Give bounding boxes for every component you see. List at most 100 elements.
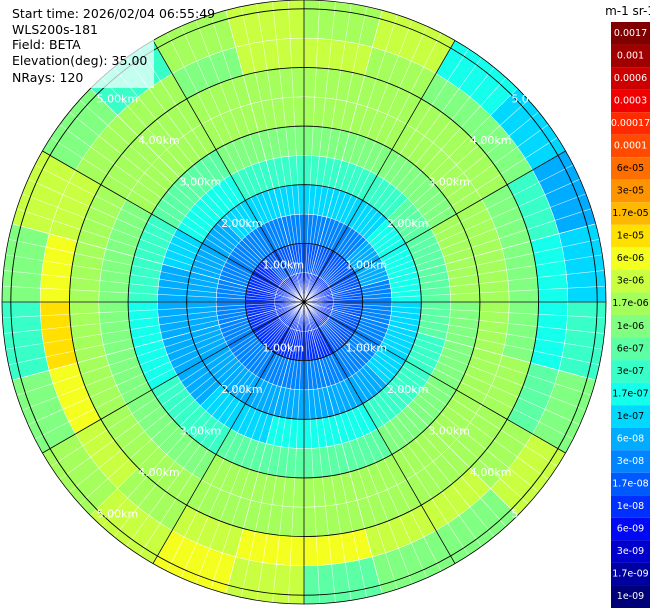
ray-gap bbox=[79, 301, 305, 505]
colorbar-cell bbox=[611, 405, 650, 428]
colorbar-cell bbox=[611, 89, 650, 113]
colorbar-cell bbox=[611, 315, 650, 338]
ray-gap bbox=[303, 301, 592, 396]
colorbar-tick-label: 6e-08 bbox=[617, 433, 644, 444]
colorbar-cell bbox=[611, 44, 650, 68]
colorbar-cell bbox=[611, 450, 650, 473]
ray-gap bbox=[303, 301, 321, 604]
ray-gap bbox=[69, 301, 305, 493]
ray-gap bbox=[303, 301, 603, 350]
ring-label: 4.00km bbox=[470, 466, 512, 479]
ray-gap bbox=[303, 301, 605, 334]
spoke bbox=[303, 301, 456, 564]
ray-gap bbox=[303, 301, 428, 579]
ray-gap bbox=[79, 99, 305, 303]
spoke bbox=[42, 150, 305, 303]
colorbar-tick-label: 0.0003 bbox=[614, 95, 647, 106]
range-ring bbox=[244, 242, 364, 362]
ray-gap bbox=[113, 301, 305, 537]
ray-gap bbox=[303, 208, 592, 303]
ray-gap bbox=[139, 301, 305, 556]
ray-gap bbox=[240, 6, 305, 303]
ray-gap bbox=[180, 25, 305, 303]
ray-gap bbox=[303, 193, 587, 303]
ray-gap bbox=[303, 6, 368, 303]
ray-gap bbox=[126, 301, 305, 547]
colorbar-tick-label: 6e-06 bbox=[617, 253, 644, 264]
colorbar-tick-label: 6e-05 bbox=[617, 163, 644, 174]
colorbar-cell bbox=[611, 360, 650, 383]
ray-gap bbox=[303, 164, 574, 303]
cell bbox=[445, 301, 481, 348]
ray-gap bbox=[90, 88, 305, 303]
ray-gap bbox=[195, 19, 305, 303]
colorbar-cell bbox=[611, 22, 650, 45]
colorbar-tick-label: 1e-06 bbox=[617, 321, 644, 332]
cell bbox=[445, 256, 481, 303]
ray-gap bbox=[195, 301, 305, 585]
ray-gap bbox=[90, 301, 305, 516]
ray-gap bbox=[303, 301, 596, 381]
ring-label: 3.00km bbox=[428, 176, 470, 189]
ray-gap bbox=[303, 0, 321, 303]
ray-gap bbox=[139, 48, 305, 303]
ray-gap bbox=[303, 301, 336, 603]
colorbar-label: m-1 sr-1 bbox=[605, 4, 650, 18]
colorbar-tick-label: 1e-08 bbox=[617, 501, 644, 512]
ray-gap bbox=[303, 285, 606, 303]
ray-gap bbox=[256, 3, 305, 303]
ring-label: 3.00km bbox=[180, 176, 222, 189]
ray-gap bbox=[303, 223, 596, 303]
colorbar-cell bbox=[611, 517, 650, 541]
ray-gap bbox=[303, 301, 507, 527]
range-ring bbox=[186, 184, 422, 420]
ray-gap bbox=[303, 1, 336, 303]
colorbar-tick-label: 1e-05 bbox=[617, 231, 644, 242]
info-line: Elevation(deg): 35.00 bbox=[12, 53, 147, 68]
ray-gap bbox=[303, 301, 495, 537]
ring-label: 5.00km bbox=[97, 93, 139, 106]
ray-gap bbox=[59, 301, 305, 480]
range-ring bbox=[10, 8, 598, 596]
spoke bbox=[42, 301, 305, 454]
colorbar-tick-label: 1.7e-06 bbox=[612, 298, 648, 309]
ring-label: 2.00km bbox=[221, 217, 263, 230]
colorbar-cell bbox=[611, 134, 650, 158]
ray-gap bbox=[303, 88, 518, 303]
ring-label: 2.00km bbox=[221, 383, 263, 396]
ray-gap bbox=[303, 301, 469, 556]
colorbar-tick-label: 0.00017 bbox=[611, 118, 650, 129]
ray-gap bbox=[126, 57, 305, 303]
colorbar-tick-label: 3e-05 bbox=[617, 186, 644, 197]
colorbar-tick-label: 6e-07 bbox=[617, 343, 644, 354]
ray-gap bbox=[166, 301, 305, 572]
colorbar-cell bbox=[611, 472, 650, 496]
ray-gap bbox=[303, 238, 600, 303]
ring-label: 2.00km bbox=[387, 217, 429, 230]
ray-gap bbox=[303, 301, 539, 493]
range-ring bbox=[127, 125, 481, 479]
ring-label: 5.00km bbox=[97, 507, 139, 520]
ray-gap bbox=[2, 285, 305, 303]
info-line: WLS200s-181 bbox=[12, 22, 98, 37]
ray-gap bbox=[303, 301, 518, 516]
ray-gap bbox=[8, 301, 305, 366]
cell bbox=[127, 256, 163, 303]
ray-gap bbox=[303, 301, 558, 467]
cell bbox=[258, 125, 305, 161]
ray-gap bbox=[240, 301, 305, 598]
ray-gap bbox=[16, 301, 305, 396]
ring-label: 3.00km bbox=[428, 424, 470, 437]
ring-label: 5.00km bbox=[511, 93, 553, 106]
ray-gap bbox=[3, 270, 305, 303]
ring-label: 1.00km bbox=[345, 259, 387, 272]
ray-gap bbox=[113, 67, 305, 303]
ray-gap bbox=[272, 1, 305, 303]
ray-gap bbox=[210, 301, 305, 590]
ray-gap bbox=[303, 99, 529, 303]
colorbar-cell bbox=[611, 337, 650, 361]
info-line: NRays: 120 bbox=[12, 70, 83, 85]
ray-gap bbox=[303, 48, 469, 303]
colorbar-cell bbox=[611, 562, 650, 586]
